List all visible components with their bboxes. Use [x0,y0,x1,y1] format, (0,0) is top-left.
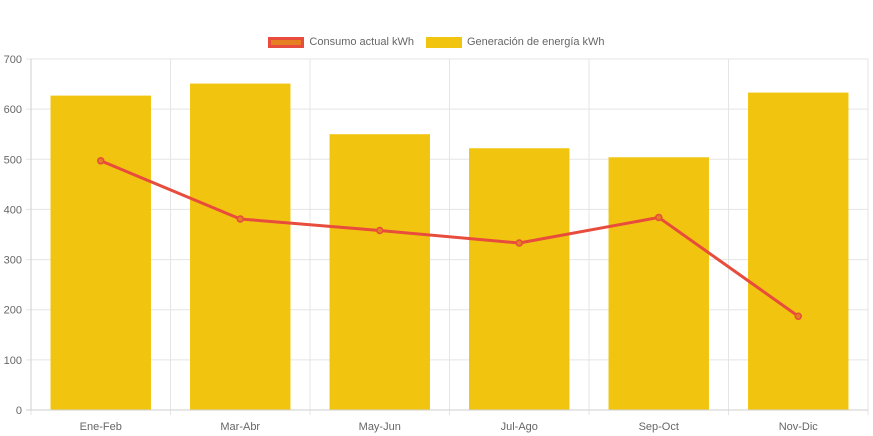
y-tick-label: 300 [4,255,22,267]
chart-legend: Consumo actual kWh Generación de energía… [0,36,873,48]
line-point [376,226,384,235]
legend-item-consumo[interactable]: Consumo actual kWh [268,36,414,48]
y-tick-label: 600 [4,104,22,116]
line-series [97,157,802,320]
line-point [515,239,523,247]
y-tick-label: 700 [4,54,22,66]
y-tick-label: 400 [4,204,22,216]
legend-label-consumo: Consumo actual kWh [309,36,414,48]
line-point [794,312,802,320]
bar [608,157,709,410]
y-tick-label: 500 [4,154,22,166]
x-tick-label: May-Jun [359,421,401,433]
x-tick-label: Jul-Ago [501,421,538,433]
x-tick-label: Sep-Oct [639,421,679,433]
legend-label-generacion: Generación de energía kWh [466,36,605,48]
y-tick-label: 0 [16,405,22,417]
series-line [100,159,800,318]
line-point [236,215,244,223]
axes: 0 100 200 300 400 500 600 700 Ene-Feb Mar-Abr May-… [4,54,868,433]
bar-series [50,83,849,411]
line-point [97,157,105,165]
line-point [655,213,663,222]
y-tick-label: 200 [4,305,22,317]
bar [748,92,849,411]
bar [190,83,291,410]
x-tick-label: Nov-Dic [779,421,819,433]
legend-item-generacion[interactable]: Generación de energía kWh [425,36,605,48]
x-tick-label: Ene-Feb [80,421,122,433]
bar [469,148,570,411]
bar [329,134,430,410]
legend-swatch-consumo [268,36,305,48]
y-tick-label: 100 [4,355,22,367]
x-tick-label: Mar-Abr [220,421,260,433]
legend-swatch-generacion [425,36,462,48]
bar [50,95,151,411]
